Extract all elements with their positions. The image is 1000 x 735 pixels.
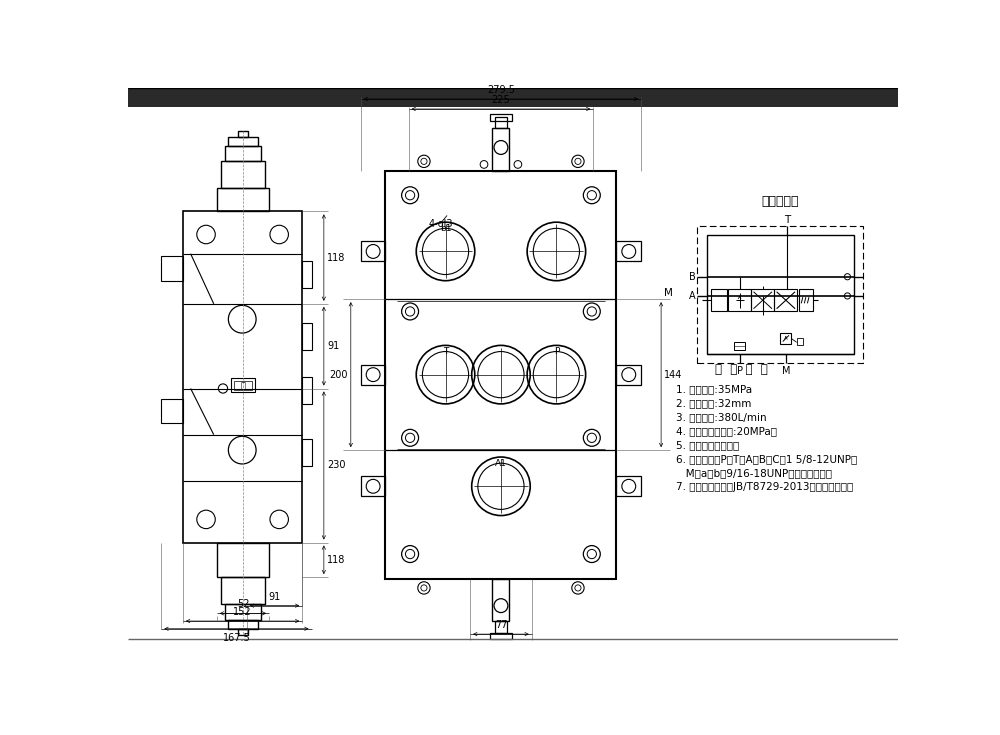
Text: M、a、b口9/16-18UNP，全部橡密封；: M、a、b口9/16-18UNP，全部橡密封； bbox=[676, 467, 832, 478]
Bar bbox=[490, 633, 512, 639]
Text: 6. 油口尺寸：P、T、A、B、C口1 5/8-12UNP；: 6. 油口尺寸：P、T、A、B、C口1 5/8-12UNP； bbox=[676, 454, 857, 464]
Bar bbox=[711, 290, 727, 311]
Text: 152: 152 bbox=[233, 607, 252, 617]
Bar bbox=[734, 343, 745, 350]
Text: A1: A1 bbox=[495, 459, 507, 467]
Text: T: T bbox=[784, 215, 791, 225]
Text: P: P bbox=[737, 366, 743, 376]
Text: 液压原理图: 液压原理图 bbox=[761, 195, 798, 208]
Text: 4-ol3: 4-ol3 bbox=[429, 218, 453, 229]
Bar bbox=[231, 379, 255, 392]
Text: T: T bbox=[443, 347, 448, 356]
Bar bbox=[225, 146, 261, 162]
Text: 118: 118 bbox=[327, 253, 345, 262]
Bar bbox=[302, 323, 312, 350]
Text: 4. 溢流阀调定压力:20MPa；: 4. 溢流阀调定压力:20MPa； bbox=[676, 426, 777, 437]
Bar bbox=[697, 226, 863, 363]
Text: 77: 77 bbox=[495, 620, 507, 631]
Bar bbox=[221, 162, 265, 188]
Bar bbox=[217, 188, 269, 212]
Text: 91: 91 bbox=[268, 592, 281, 602]
Bar bbox=[492, 128, 509, 171]
Bar bbox=[616, 365, 641, 384]
Text: M: M bbox=[782, 366, 790, 376]
Text: 7. 产品验收标准按JB/T8729-2013液压多路换向阀: 7. 产品验收标准按JB/T8729-2013液压多路换向阀 bbox=[676, 481, 853, 492]
Bar bbox=[217, 542, 269, 577]
Text: 52: 52 bbox=[237, 600, 249, 609]
Bar bbox=[361, 241, 385, 262]
Text: 性  能  参  数: 性 能 参 数 bbox=[715, 363, 768, 376]
Bar bbox=[616, 241, 641, 262]
Bar bbox=[495, 621, 507, 633]
Text: 3. 公称流量:380L/min: 3. 公称流量:380L/min bbox=[676, 412, 766, 423]
Bar bbox=[385, 171, 616, 578]
Text: 5. 控制方式：液控；: 5. 控制方式：液控； bbox=[676, 440, 739, 450]
Text: 279.5: 279.5 bbox=[487, 85, 515, 95]
Text: 1. 公称压力:35MPa: 1. 公称压力:35MPa bbox=[676, 384, 752, 395]
Text: B: B bbox=[689, 272, 696, 282]
Bar bbox=[302, 262, 312, 288]
Bar bbox=[707, 235, 854, 354]
Text: P: P bbox=[554, 347, 559, 356]
Bar bbox=[183, 212, 302, 542]
Bar bbox=[161, 398, 183, 423]
Bar bbox=[361, 476, 385, 496]
Text: A: A bbox=[689, 291, 696, 301]
Bar bbox=[225, 604, 261, 620]
Bar bbox=[799, 290, 813, 311]
Bar bbox=[616, 476, 641, 496]
Text: b1: b1 bbox=[440, 224, 451, 233]
Text: 2. 公称通径:32mm: 2. 公称通径:32mm bbox=[676, 398, 751, 409]
Bar bbox=[238, 131, 248, 137]
Bar bbox=[161, 256, 183, 281]
Bar bbox=[302, 439, 312, 465]
Bar bbox=[774, 290, 797, 311]
Text: 225: 225 bbox=[492, 95, 510, 105]
Bar bbox=[228, 137, 258, 146]
Bar bbox=[234, 381, 252, 390]
Bar bbox=[751, 290, 774, 311]
Bar bbox=[492, 578, 509, 621]
Text: 167.5: 167.5 bbox=[223, 633, 250, 642]
Bar bbox=[221, 577, 265, 604]
Bar bbox=[728, 290, 751, 311]
Text: 200: 200 bbox=[329, 370, 348, 380]
Text: 230: 230 bbox=[327, 461, 345, 470]
Bar bbox=[495, 117, 507, 128]
Bar bbox=[797, 338, 803, 345]
Text: 91: 91 bbox=[327, 341, 339, 351]
Bar bbox=[228, 620, 258, 628]
Bar bbox=[128, 88, 898, 107]
Bar bbox=[361, 365, 385, 384]
Bar bbox=[302, 377, 312, 404]
Text: 144: 144 bbox=[664, 370, 683, 380]
Bar bbox=[238, 628, 248, 635]
Bar bbox=[490, 115, 512, 121]
Text: 回: 回 bbox=[241, 381, 246, 390]
Text: M: M bbox=[664, 288, 673, 298]
Text: 118: 118 bbox=[327, 555, 345, 564]
Bar bbox=[780, 333, 791, 344]
